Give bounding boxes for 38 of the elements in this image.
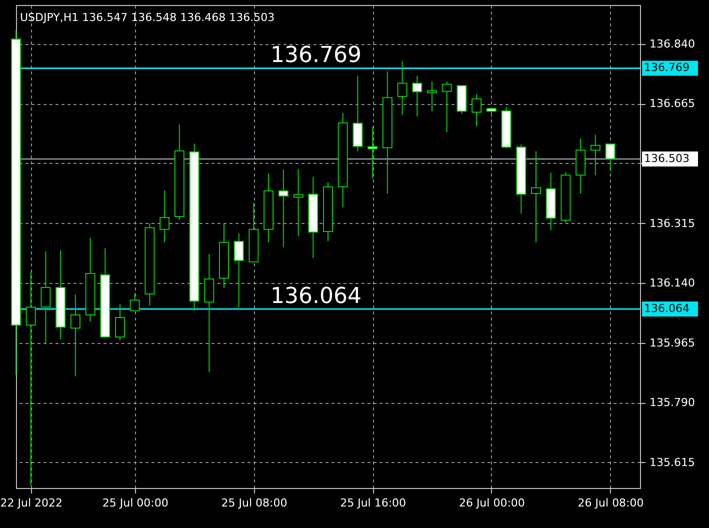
candlestick xyxy=(278,168,288,248)
y-tick-label: 136.140 xyxy=(650,276,695,290)
candlestick xyxy=(472,94,482,127)
x-tick-label: 25 Jul 00:00 xyxy=(102,496,168,510)
x-tick-label: 22 Jul 2022 xyxy=(0,496,62,510)
candlestick xyxy=(397,60,408,116)
x-tick-label: 25 Jul 16:00 xyxy=(340,496,406,510)
candlestick xyxy=(293,168,304,236)
annotation: 136.769 xyxy=(270,43,362,68)
annotation: 136.064 xyxy=(270,284,362,310)
x-tick-label: 26 Jul 00:00 xyxy=(458,496,525,510)
candlestick xyxy=(115,303,125,341)
text: USDJPY,H1 136.547 136.548 136.468 136.503 xyxy=(20,11,275,24)
ref-line-label: 136.769 xyxy=(644,61,690,74)
ref-line-label: 136.064 xyxy=(644,302,690,316)
candlestick xyxy=(130,292,140,312)
candlestick xyxy=(352,75,363,152)
y-tick-label: 135.615 xyxy=(650,456,695,469)
candlestick xyxy=(605,143,616,172)
y-tick-label: 136.315 xyxy=(650,216,695,230)
candlestick xyxy=(531,150,541,243)
candlestick xyxy=(590,134,600,176)
candlestick xyxy=(40,250,51,345)
y-tick-label: 135.790 xyxy=(650,396,695,410)
candlestick xyxy=(160,190,170,243)
candlestick xyxy=(442,81,452,133)
candlestick xyxy=(427,81,437,112)
ref-line-label: 136.503 xyxy=(644,152,690,166)
x-tick-label: 25 Jul 08:00 xyxy=(221,496,288,510)
candlestick xyxy=(234,233,244,308)
y-tick-label: 136.665 xyxy=(650,97,695,110)
x-tick-label: 26 Jul 08:00 xyxy=(578,496,644,510)
candlestick xyxy=(204,254,214,372)
y-tick-label: 135.965 xyxy=(650,336,695,350)
candlestick xyxy=(368,126,378,180)
y-tick-label: 136.840 xyxy=(650,37,695,50)
candlestick xyxy=(70,294,80,377)
candlestick xyxy=(412,75,422,117)
